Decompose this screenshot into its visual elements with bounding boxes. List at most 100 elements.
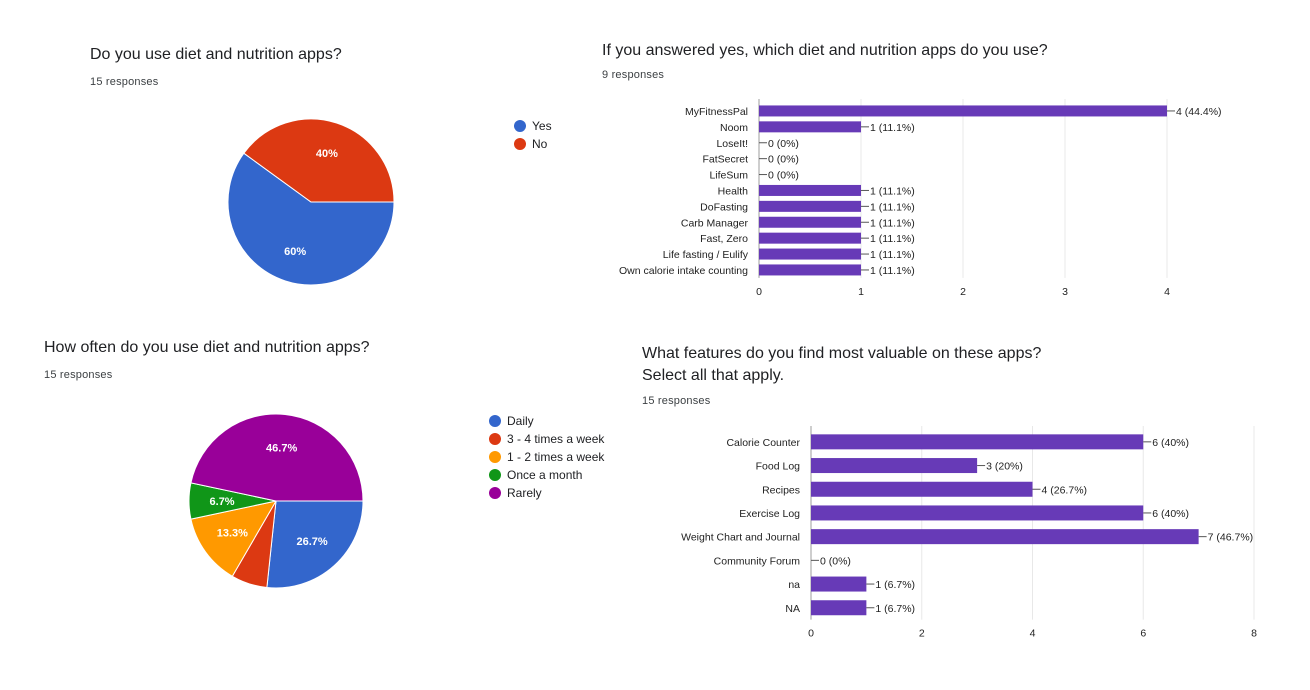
value-label: 4 (44.4%) [1176, 106, 1222, 118]
category-label: Own calorie intake counting [619, 265, 748, 277]
x-tick-label: 4 [1164, 286, 1170, 298]
category-label: NA [785, 603, 800, 615]
bar [811, 600, 867, 616]
slice-value-label: 46.7% [266, 442, 297, 454]
value-label: 1 (6.7%) [875, 603, 915, 615]
legend-swatch [514, 120, 526, 132]
legend-item: Once a month [489, 466, 604, 484]
category-label: FatSecret [702, 154, 748, 166]
value-label: 1 (11.1%) [870, 122, 915, 134]
value-label: 1 (6.7%) [875, 579, 915, 591]
value-label: 0 (0%) [768, 154, 799, 166]
legend-label: No [532, 137, 548, 151]
value-label: 6 (40%) [1152, 437, 1189, 449]
category-label: LifeSum [709, 170, 748, 182]
x-tick-label: 0 [756, 286, 762, 298]
value-label: 3 (20%) [986, 461, 1023, 473]
bar [759, 121, 861, 133]
bar [811, 434, 1144, 450]
slice-value-label: 40% [316, 148, 338, 160]
pie-slice-1-2-times-a-week [190, 500, 277, 577]
value-label: 1 (11.1%) [870, 217, 915, 229]
x-tick-label: 6 [1140, 628, 1146, 640]
bar [811, 576, 867, 592]
legend-item: Rarely [489, 484, 604, 502]
legend-swatch [489, 469, 501, 481]
slice-value-label: 13.3% [217, 528, 248, 540]
legend-item: No [514, 135, 552, 153]
value-label: 0 (0%) [820, 555, 851, 567]
legend-label: Rarely [507, 486, 542, 500]
bar [759, 200, 861, 212]
x-tick-label: 1 [858, 286, 864, 298]
value-label: 7 (46.7%) [1208, 532, 1254, 544]
category-label: Calorie Counter [726, 437, 800, 449]
legend-label: 1 - 2 times a week [507, 450, 605, 464]
category-label: DoFasting [700, 201, 748, 213]
legend-label: Once a month [507, 468, 583, 482]
value-label: 4 (26.7%) [1042, 484, 1088, 496]
pie-chart: 60% 40% [227, 118, 395, 286]
value-label: 1 (11.1%) [870, 201, 915, 213]
bar [759, 248, 861, 260]
chart-title-line2: Select all that apply. [642, 367, 785, 384]
value-label: 1 (11.1%) [870, 185, 915, 197]
chart-pie-usage: Do you use diet and nutrition apps? 15 r… [0, 0, 590, 320]
category-label: Food Log [756, 461, 801, 473]
value-label: 1 (11.1%) [870, 265, 915, 277]
slice-value-label: 6.7% [210, 496, 235, 508]
chart-title: Do you use diet and nutrition apps? [90, 46, 342, 63]
x-tick-label: 3 [1062, 286, 1068, 298]
category-label: Noom [720, 122, 748, 134]
slice-value-label: 60% [284, 246, 306, 258]
value-label: 1 (11.1%) [870, 233, 915, 245]
x-tick-label: 2 [919, 628, 925, 640]
legend-swatch [489, 451, 501, 463]
slice-value-label: 26.7% [296, 536, 327, 548]
category-label: Fast, Zero [700, 233, 748, 245]
response-count: 15 responses [44, 369, 113, 381]
category-label: Exercise Log [739, 508, 800, 520]
bar [759, 264, 861, 276]
bar [811, 529, 1199, 545]
legend-label: 3 - 4 times a week [507, 432, 605, 446]
x-tick-label: 4 [1030, 628, 1036, 640]
bar [811, 481, 1033, 497]
value-label: 1 (11.1%) [870, 249, 915, 261]
category-label: LoseIt! [716, 138, 748, 150]
legend-item: 1 - 2 times a week [489, 448, 604, 466]
pie-chart: 26.7% 13.3% 6.7% 46.7% [188, 413, 364, 589]
category-label: Health [718, 185, 749, 197]
pie-slice-yes [227, 152, 395, 286]
chart-legend: Daily 3 - 4 times a week 1 - 2 times a wee… [489, 412, 604, 502]
chart-pie-frequency: How often do you use diet and nutrition … [0, 320, 630, 690]
value-label: 0 (0%) [768, 170, 799, 182]
legend-item: Yes [514, 117, 552, 135]
bar-chart: 0 2 4 6 8 Calorie Counter 6 (40%) Food Log 3 (20… [681, 426, 1257, 640]
response-count: 15 responses [642, 395, 711, 407]
response-count: 15 responses [90, 76, 159, 88]
legend-swatch [489, 433, 501, 445]
value-label: 6 (40%) [1152, 508, 1189, 520]
category-label: Weight Chart and Journal [681, 532, 800, 544]
chart-title: How often do you use diet and nutrition … [44, 339, 370, 356]
chart-title: If you answered yes, which diet and nutr… [602, 42, 1048, 59]
value-label: 0 (0%) [768, 138, 799, 150]
pie-slice-no [243, 118, 395, 203]
pie-slice-rarely [190, 413, 364, 502]
x-tick-label: 2 [960, 286, 966, 298]
bar [759, 232, 861, 244]
bar [811, 458, 978, 474]
bar [811, 505, 1144, 521]
bar [759, 105, 1167, 117]
bar [759, 216, 861, 228]
pie-slice-daily [266, 500, 364, 589]
chart-bar-features: What features do you find most valuable … [630, 320, 1310, 690]
response-count: 9 responses [602, 69, 665, 81]
category-label: na [788, 579, 800, 591]
x-tick-label: 8 [1251, 628, 1257, 640]
legend-item: Daily [489, 412, 604, 430]
chart-legend: Yes No [514, 117, 552, 153]
category-label: Life fasting / Eulify [663, 249, 749, 261]
chart-title: What features do you find most valuable … [642, 345, 1042, 362]
